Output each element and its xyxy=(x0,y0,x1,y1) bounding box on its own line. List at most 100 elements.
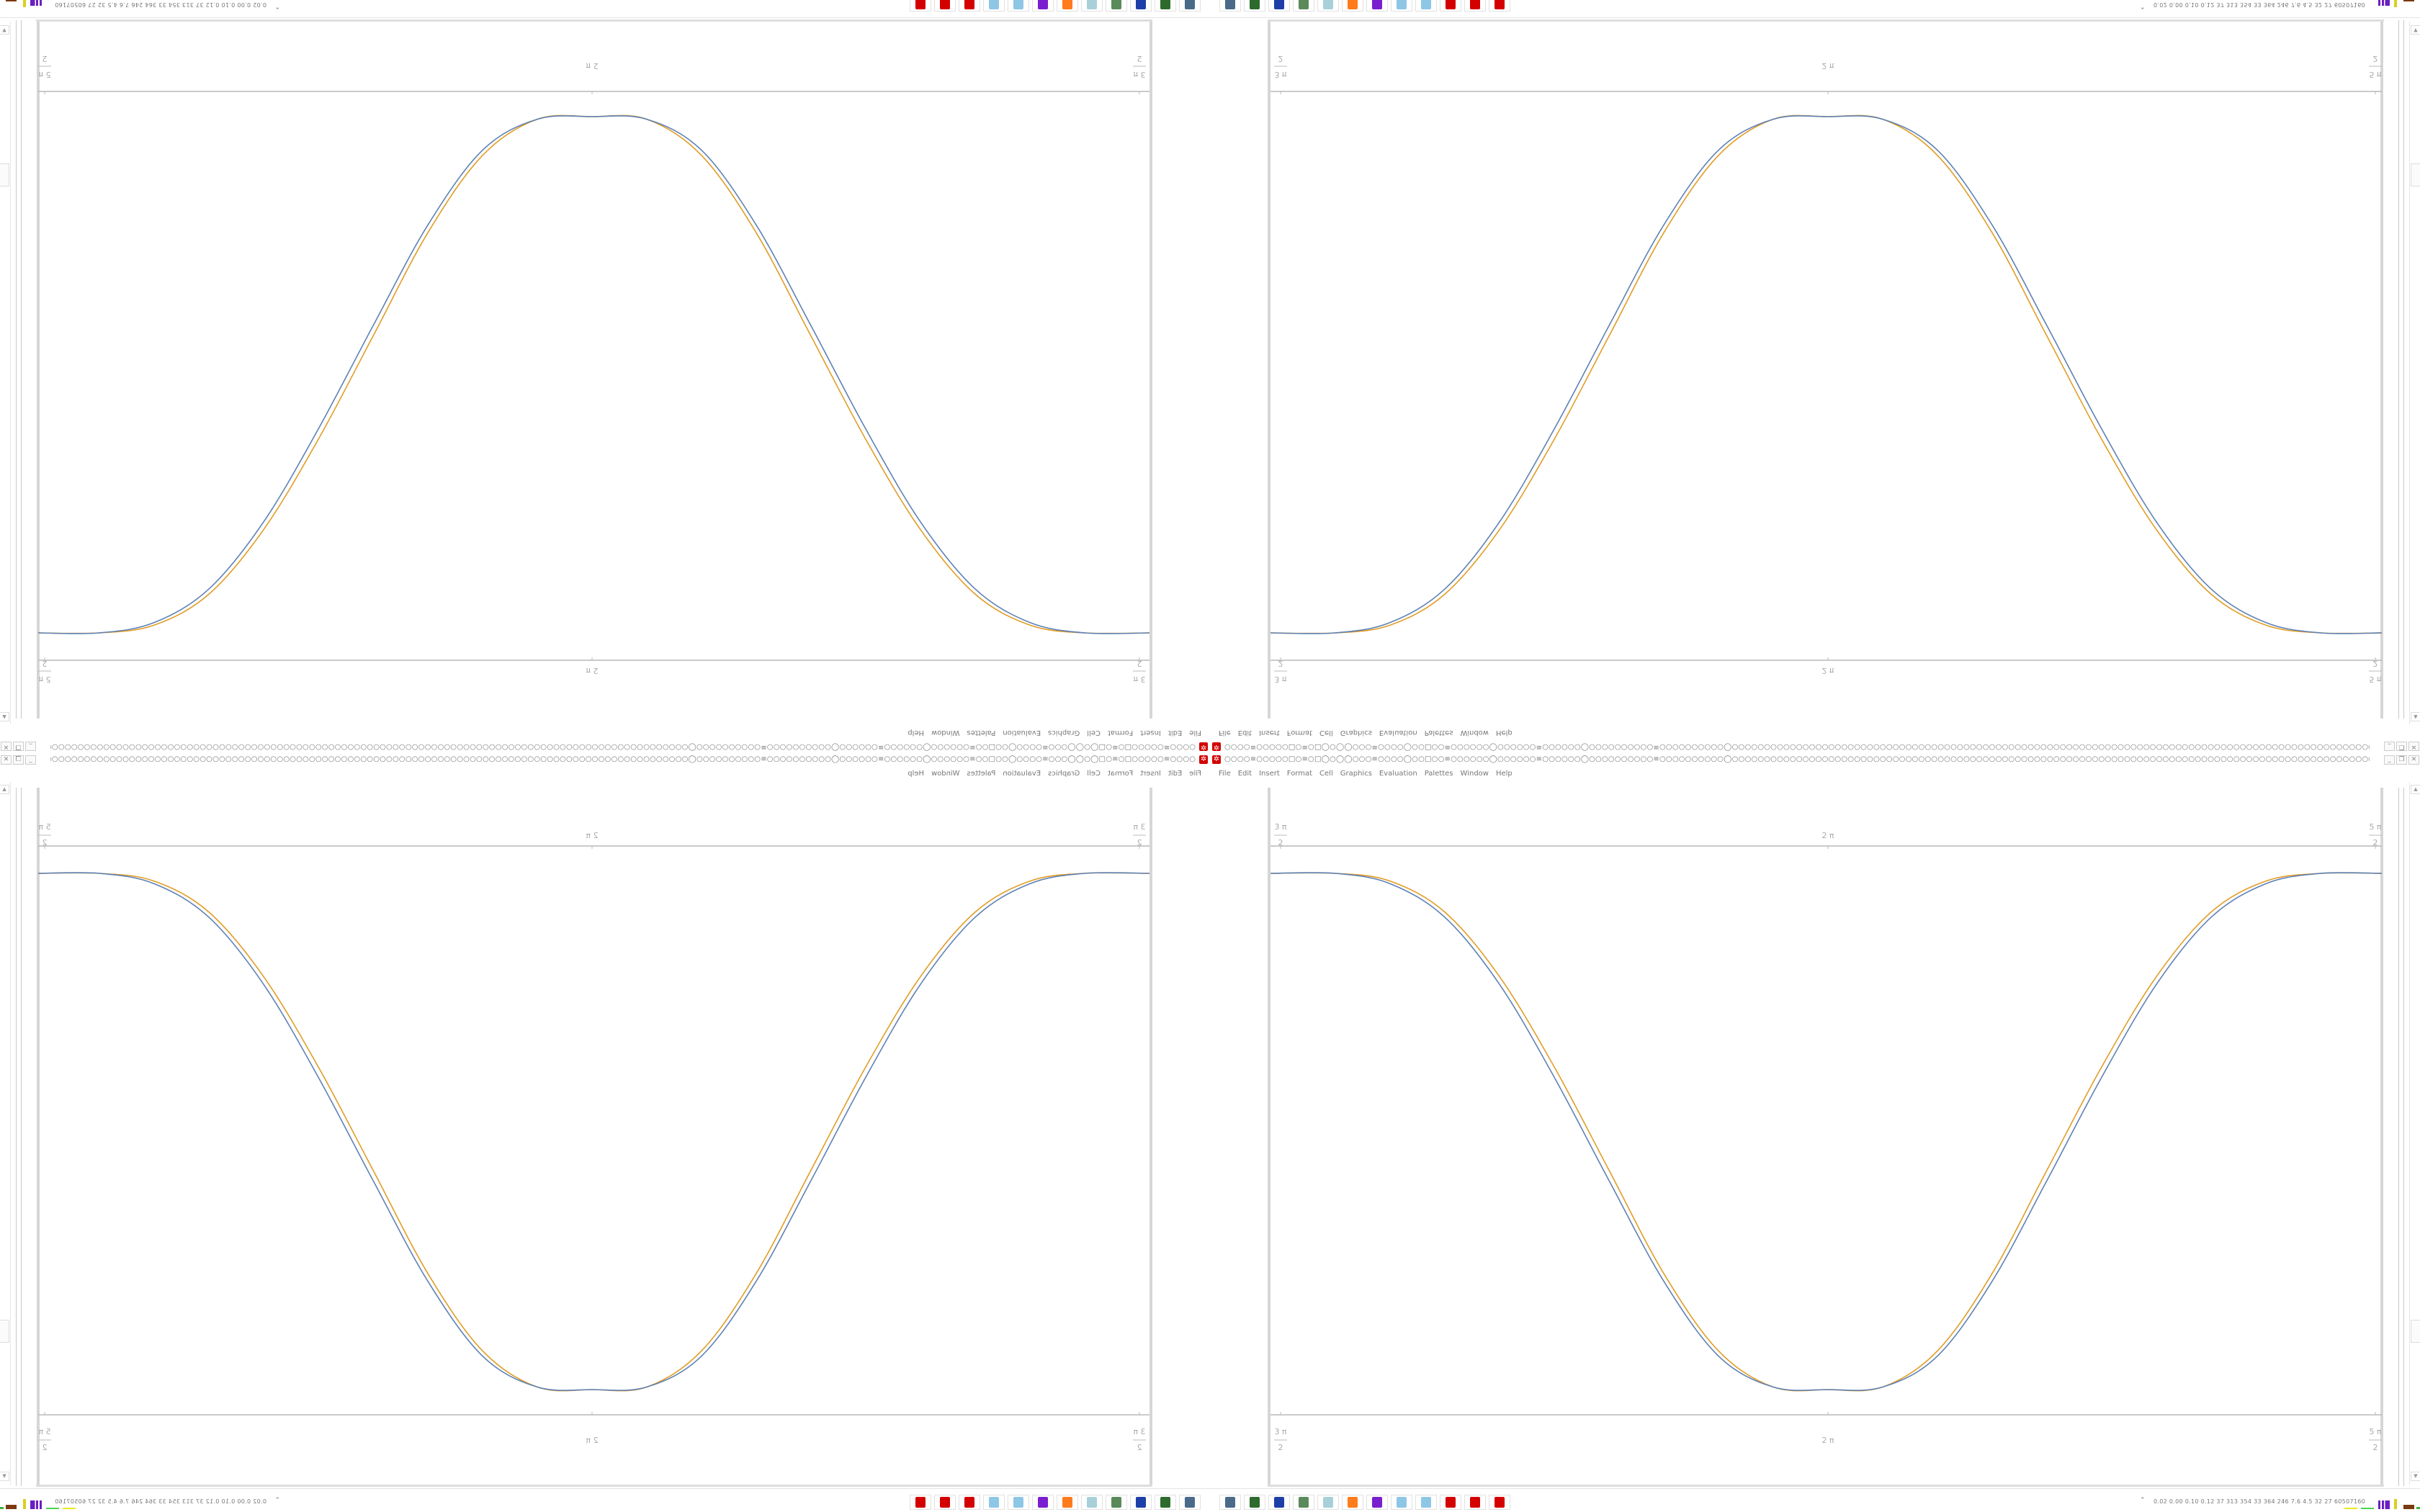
taskbar-button[interactable] xyxy=(1008,0,1029,12)
taskbar-button[interactable] xyxy=(934,1495,956,1510)
minimize-button[interactable]: _ xyxy=(2384,742,2395,751)
taskbar-button[interactable] xyxy=(1032,0,1054,12)
taskbar-button[interactable] xyxy=(910,0,931,12)
taskbar-button[interactable] xyxy=(934,0,956,12)
taskbar-button[interactable] xyxy=(1293,0,1314,12)
taskbar-button[interactable] xyxy=(1317,1495,1339,1510)
scroll-up-arrow-icon[interactable]: ▲ xyxy=(0,712,9,721)
cell-bracket[interactable] xyxy=(2380,788,2383,1486)
scrollbar-thumb[interactable] xyxy=(0,163,9,186)
scrollbar-thumb[interactable] xyxy=(2411,1320,2420,1343)
minimize-button[interactable]: _ xyxy=(25,742,36,751)
minimize-button[interactable]: _ xyxy=(25,755,36,765)
plot: 3 π 2 3 π 2 2 π 2 π 5 π 2 5 π 2 xyxy=(1270,822,2383,1452)
taskbar-button[interactable] xyxy=(1032,1495,1054,1510)
tray-chevron-icon[interactable]: ⌃ xyxy=(274,1497,280,1504)
vertical-scrollbar[interactable]: ▲ ▼ xyxy=(2409,22,2420,724)
taskbar-button[interactable] xyxy=(1391,0,1412,12)
menu-format[interactable]: Format xyxy=(1286,770,1313,778)
taskbar-button[interactable] xyxy=(1415,1495,1437,1510)
taskbar-button[interactable] xyxy=(1219,1495,1241,1510)
restore-button[interactable]: ❐ xyxy=(13,742,24,751)
menu-evaluation[interactable]: Evaluation xyxy=(1379,770,1417,778)
menu-edit[interactable]: Edit xyxy=(1237,770,1252,778)
taskbar-button[interactable] xyxy=(1155,0,1176,12)
taskbar-button[interactable] xyxy=(1342,0,1363,12)
taskbar-button[interactable] xyxy=(1440,1495,1461,1510)
taskbar-button[interactable] xyxy=(1317,0,1339,12)
calculator-icon xyxy=(1397,1497,1407,1508)
taskbar-button[interactable] xyxy=(1179,0,1201,12)
vertical-scrollbar[interactable]: ▲ ▼ xyxy=(0,22,11,724)
scroll-down-arrow-icon[interactable]: ▼ xyxy=(2411,25,2420,35)
taskbar-button[interactable] xyxy=(1130,0,1152,12)
vertical-scrollbar[interactable]: ▲ ▼ xyxy=(2409,782,2420,1485)
taskbar-button[interactable] xyxy=(1489,1495,1510,1510)
taskbar-button[interactable] xyxy=(1268,1495,1290,1510)
x-tick-label-denominator: 2 xyxy=(2373,659,2378,668)
taskbar-button[interactable] xyxy=(1244,0,1265,12)
taskbar-button[interactable] xyxy=(1268,0,1290,12)
taskbar-button[interactable] xyxy=(1219,0,1241,12)
taskbar-button[interactable] xyxy=(983,1495,1005,1510)
close-button[interactable]: ✕ xyxy=(2408,755,2419,765)
taskbar-button[interactable] xyxy=(1130,1495,1152,1510)
vertical-scrollbar[interactable]: ▲ ▼ xyxy=(0,782,11,1485)
scroll-up-arrow-icon[interactable]: ▲ xyxy=(2411,712,2420,721)
tray-chevron-icon[interactable]: ⌃ xyxy=(274,2,280,9)
menu-palettes[interactable]: Palettes xyxy=(1424,770,1453,778)
taskbar-button[interactable] xyxy=(1155,1495,1176,1510)
taskbar-button[interactable] xyxy=(1464,0,1486,12)
close-button[interactable]: ✕ xyxy=(1,755,12,765)
taskbar-button[interactable] xyxy=(1081,1495,1103,1510)
tray-chevron-icon[interactable]: ⌃ xyxy=(2140,2,2146,9)
graph-yellow-bar xyxy=(23,1499,26,1509)
taskbar-button[interactable] xyxy=(1366,1495,1388,1510)
taskbar-button[interactable] xyxy=(1244,1495,1265,1510)
taskbar-button[interactable] xyxy=(1342,1495,1363,1510)
taskbar-button[interactable] xyxy=(983,0,1005,12)
close-button[interactable]: ✕ xyxy=(2408,742,2419,751)
restore-button[interactable]: ❐ xyxy=(13,755,24,765)
taskbar-button[interactable] xyxy=(1008,1495,1029,1510)
menu-file[interactable]: File xyxy=(1219,770,1231,778)
taskbar-button[interactable] xyxy=(1293,1495,1314,1510)
menu-insert[interactable]: Insert xyxy=(1259,770,1280,778)
taskbar-button[interactable] xyxy=(1366,0,1388,12)
taskbar-button[interactable] xyxy=(959,0,980,12)
graph-green xyxy=(2361,1508,2374,1509)
scroll-down-arrow-icon[interactable]: ▼ xyxy=(0,1472,9,1481)
taskbar-button[interactable] xyxy=(1179,1495,1201,1510)
menu-graphics[interactable]: Graphics xyxy=(1340,770,1372,778)
taskbar-button[interactable] xyxy=(1106,1495,1127,1510)
scroll-up-arrow-icon[interactable]: ▲ xyxy=(0,785,9,794)
menu-help[interactable]: Help xyxy=(1495,770,1512,778)
taskbar-button[interactable] xyxy=(1440,0,1461,12)
scrollbar-thumb[interactable] xyxy=(2411,163,2420,186)
taskbar-button[interactable] xyxy=(1489,0,1510,12)
taskbar-button[interactable] xyxy=(1391,1495,1412,1510)
series-line-0 xyxy=(37,114,1150,634)
taskbar-button[interactable] xyxy=(1057,0,1078,12)
scroll-up-arrow-icon[interactable]: ▲ xyxy=(2411,785,2420,794)
taskbar-button[interactable] xyxy=(959,1495,980,1510)
mathematica-icon xyxy=(1446,1497,1456,1508)
taskbar-button[interactable] xyxy=(1057,1495,1078,1510)
tray-chevron-icon[interactable]: ⌃ xyxy=(2140,1497,2146,1504)
menu-window[interactable]: Window xyxy=(1460,770,1489,778)
taskbar-button[interactable] xyxy=(1464,1495,1486,1510)
taskbar-button[interactable] xyxy=(1106,0,1127,12)
restore-button[interactable]: ❐ xyxy=(2396,742,2407,751)
mathematica-icon: ✲ xyxy=(1212,755,1221,764)
scroll-down-arrow-icon[interactable]: ▼ xyxy=(0,25,9,35)
restore-button[interactable]: ❐ xyxy=(2396,755,2407,765)
scroll-down-arrow-icon[interactable]: ▼ xyxy=(2411,1472,2420,1481)
taskbar-button[interactable] xyxy=(1415,0,1437,12)
x-tick-label: 5 π xyxy=(38,822,50,832)
taskbar-button[interactable] xyxy=(910,1495,931,1510)
menu-cell[interactable]: Cell xyxy=(1319,770,1333,778)
taskbar-button[interactable] xyxy=(1081,0,1103,12)
scrollbar-thumb[interactable] xyxy=(0,1320,9,1343)
minimize-button[interactable]: _ xyxy=(2384,755,2395,765)
close-button[interactable]: ✕ xyxy=(1,742,12,751)
